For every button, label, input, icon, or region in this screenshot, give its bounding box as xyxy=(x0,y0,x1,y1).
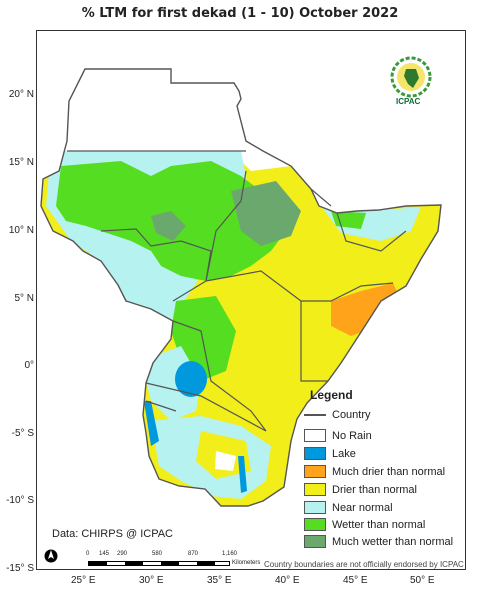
legend-label: Wetter than normal xyxy=(332,518,426,531)
lake-malawi xyxy=(238,456,247,493)
lat-label: 5° N xyxy=(14,293,34,304)
scale-unit: Kilometers xyxy=(232,560,261,566)
lat-label: -15° S xyxy=(6,563,34,574)
border-tanzania-north xyxy=(145,382,267,432)
border-uganda-kenya xyxy=(172,320,267,432)
border-kenya-somalia xyxy=(300,301,328,382)
no-rain-tanzania xyxy=(215,451,236,471)
much-wetter-sudan xyxy=(151,211,186,241)
border-rwanda-burundi xyxy=(145,400,177,412)
legend-item: Much wetter than normal xyxy=(304,535,453,548)
legend-item: Near normal xyxy=(304,501,393,514)
border-ethiopia-somalia xyxy=(336,212,407,252)
north-arrow-icon xyxy=(44,549,58,563)
scale-label: 0 xyxy=(86,551,90,557)
lat-label: -5° S xyxy=(11,428,34,439)
lon-label: 25° E xyxy=(71,575,96,586)
swatch-wetter xyxy=(304,518,326,531)
near-normal-south xyxy=(111,251,171,301)
map-title: % LTM for first dekad (1 - 10) October 2… xyxy=(81,6,399,21)
legend-item: Wetter than normal xyxy=(304,518,425,531)
wetter-horn xyxy=(331,211,366,229)
lon-label: 35° E xyxy=(207,575,232,586)
country-line-icon xyxy=(304,414,326,416)
legend-label: No Rain xyxy=(332,429,372,442)
scale-label: 580 xyxy=(152,551,163,557)
legend-label: Much wetter than normal xyxy=(332,535,454,548)
border-eritrea-djibouti xyxy=(310,188,332,207)
lon-label: 40° E xyxy=(275,575,300,586)
icpac-logo xyxy=(390,56,432,98)
endorsement-note: Country boundaries are not officially en… xyxy=(264,560,464,569)
border-ethiopia-kenya xyxy=(205,270,394,302)
swatch-near-normal xyxy=(304,501,326,514)
legend-label: Country xyxy=(332,409,371,421)
map-frame xyxy=(36,30,466,570)
swatch-no-rain xyxy=(304,429,326,442)
lat-label: 10° N xyxy=(8,225,34,236)
legend-label: Much drier than normal xyxy=(332,465,446,478)
legend-label: Lake xyxy=(332,447,356,460)
scale-label: 1,160 xyxy=(222,551,238,557)
legend-item: Much drier than normal xyxy=(304,465,445,478)
lon-label: 45° E xyxy=(343,575,368,586)
swatch-much-drier xyxy=(304,465,326,478)
legend-title: Legend xyxy=(310,388,353,402)
swatch-much-wetter xyxy=(304,535,326,548)
data-credit: Data: CHIRPS @ ICPAC xyxy=(52,528,173,540)
scale-bar xyxy=(88,561,230,566)
much-wetter-ethiopia xyxy=(231,181,301,246)
lat-label: 20° N xyxy=(8,89,34,100)
logo-label: ICPAC xyxy=(396,97,421,106)
much-drier-somalia xyxy=(331,283,401,336)
legend-country: Country xyxy=(304,409,371,421)
scale-label: 870 xyxy=(188,551,199,557)
lon-label: 30° E xyxy=(139,575,164,586)
legend-item: Lake xyxy=(304,447,356,460)
scale-label: 145 xyxy=(99,551,110,557)
legend-label: Near normal xyxy=(332,501,393,514)
scale-label: 290 xyxy=(117,551,128,557)
lake-victoria xyxy=(175,361,207,397)
legend-item: Drier than normal xyxy=(304,483,417,496)
swatch-lake xyxy=(304,447,326,460)
country-borders xyxy=(67,150,407,432)
legend-item: No Rain xyxy=(304,429,372,442)
lat-label: 15° N xyxy=(8,157,34,168)
lake-tanganyika xyxy=(144,401,159,446)
lon-label: 50° E xyxy=(410,575,435,586)
swatch-drier xyxy=(304,483,326,496)
lat-label: 0° xyxy=(24,360,34,371)
rainfall-map xyxy=(40,68,442,507)
legend-label: Drier than normal xyxy=(332,483,417,496)
lat-label: -10° S xyxy=(6,495,34,506)
border-sudan-ethiopia xyxy=(205,170,247,282)
region-outline xyxy=(40,68,442,507)
